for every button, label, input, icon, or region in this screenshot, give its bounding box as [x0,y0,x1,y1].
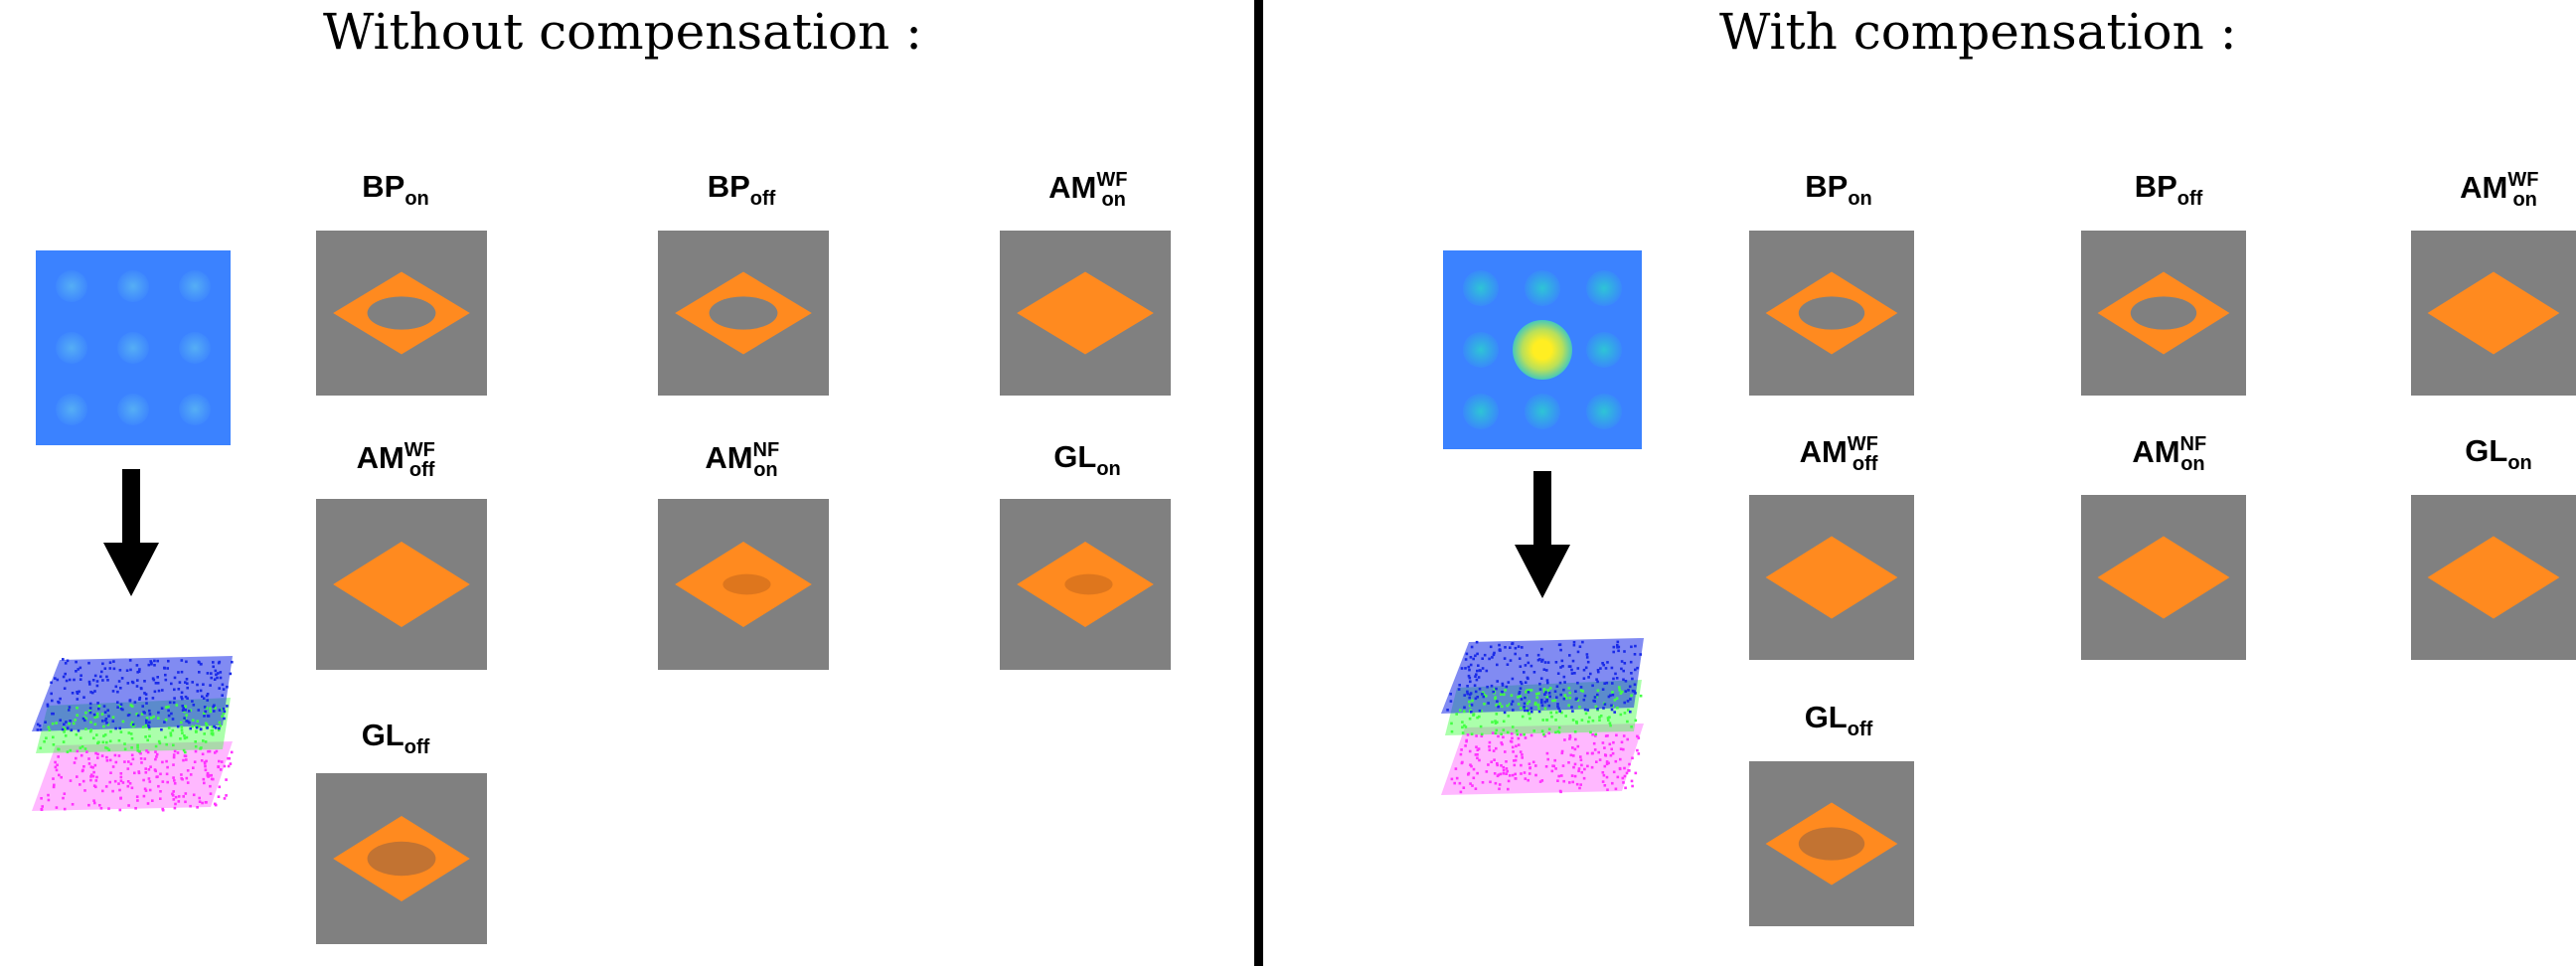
label-gl-on: GLon [1053,439,1121,480]
label-gl-on: GLon [2465,433,2532,474]
label-bp-on: BPon [1805,169,1872,210]
tile-gl-off [1749,761,1914,926]
down-arrow-icon [103,469,159,596]
source-intensity-map-right [1443,250,1642,449]
reconstruction-shape [1017,542,1154,627]
reconstruction-shape [333,542,470,627]
label-bp-on: BPon [362,169,429,210]
label-amwf-on: AMWFon [2460,169,2539,211]
tile-bp-on [1749,231,1914,396]
reconstruction-shape [2097,536,2230,619]
tile-amnf-on [658,499,829,670]
tile-amnf-on [2081,495,2246,660]
reconstruction-shape [1765,802,1898,886]
source-intensity-map-left [36,250,231,445]
label-bp-off: BPoff [2134,169,2203,210]
label-gl-off: GLoff [361,718,430,758]
panel-title-without-compensation: Without compensation : [323,3,923,61]
reconstruction-shape [1017,271,1154,355]
tile-gl-on [1000,499,1171,670]
tile-bp-on [316,231,487,396]
point-cloud-icon [32,656,234,812]
tile-amwf-off [1749,495,1914,660]
label-amnf-on: AMNFon [2132,433,2207,475]
tile-bp-off [2081,231,2246,396]
label-amwf-off: AMWFoff [356,439,435,481]
panel-divider [1254,0,1263,966]
label-amwf-off: AMWFoff [1799,433,1878,475]
label-bp-off: BPoff [707,169,776,210]
tile-amwf-on [2411,231,2576,396]
reconstruction-shape [2427,271,2560,355]
label-amnf-on: AMNFon [705,439,780,481]
down-arrow-icon [1515,471,1570,598]
reconstruction-shape [675,542,812,627]
reconstruction-shape [2427,536,2560,619]
tile-gl-on [2411,495,2576,660]
tile-amwf-on [1000,231,1171,396]
reconstruction-shape [675,271,812,355]
reconstruction-shape [1765,536,1898,619]
panel-title-with-compensation: With compensation : [1719,3,2237,61]
tile-amwf-off [316,499,487,670]
tile-bp-off [658,231,829,396]
tile-gl-off [316,773,487,944]
reconstruction-shape [2097,271,2230,355]
reconstruction-shape [333,271,470,355]
reconstruction-shape [1765,271,1898,355]
label-gl-off: GLoff [1804,700,1873,740]
point-cloud-icon [1441,638,1644,795]
label-amwf-on: AMWFon [1048,169,1128,211]
reconstruction-shape [333,816,470,901]
